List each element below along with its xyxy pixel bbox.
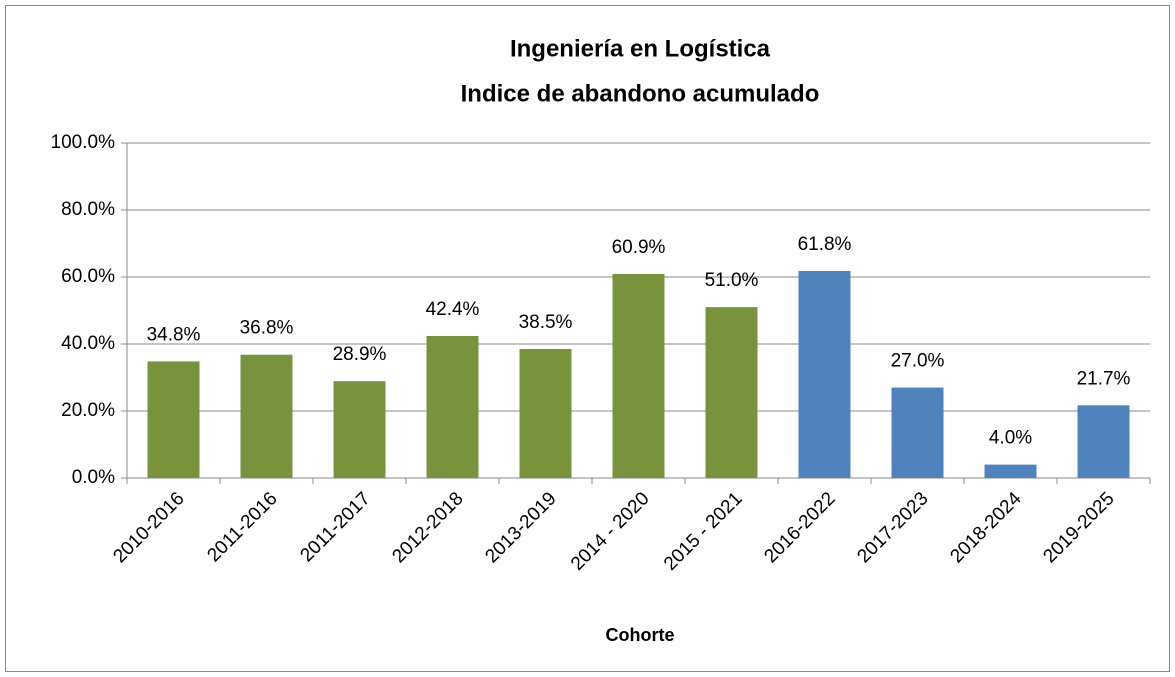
data-label: 42.4%: [426, 299, 480, 320]
bar: [984, 464, 1037, 478]
y-tick-label: 80.0%: [61, 199, 115, 220]
bar: [426, 335, 479, 478]
data-label: 38.5%: [519, 312, 573, 333]
y-tick-label: 20.0%: [61, 400, 115, 421]
bar: [240, 354, 293, 478]
y-tick-label: 40.0%: [61, 333, 115, 354]
chart-title: Ingeniería en Logística: [510, 35, 771, 62]
bar: [705, 307, 758, 478]
bar: [612, 273, 665, 478]
x-axis-title: Cohorte: [606, 625, 675, 645]
data-label: 21.7%: [1077, 368, 1131, 389]
data-label: 27.0%: [891, 351, 945, 372]
data-label: 60.9%: [612, 237, 666, 258]
bar: [891, 387, 944, 478]
data-label: 4.0%: [989, 428, 1032, 449]
bar: [1077, 405, 1130, 478]
bar: [519, 349, 572, 478]
bar: [333, 381, 386, 478]
chart-subtitle: Indice de abandono acumulado: [461, 80, 820, 107]
data-label: 51.0%: [705, 270, 759, 291]
data-label: 61.8%: [798, 234, 852, 255]
y-tick-label: 60.0%: [61, 266, 115, 287]
data-label: 34.8%: [147, 324, 201, 345]
data-label: 28.9%: [333, 344, 387, 365]
y-tick-label: 0.0%: [72, 467, 115, 488]
y-tick-label: 100.0%: [51, 132, 116, 153]
data-label: 36.8%: [240, 318, 294, 339]
bar: [147, 361, 200, 478]
bar: [798, 270, 851, 478]
chart-border: [5, 5, 1170, 672]
